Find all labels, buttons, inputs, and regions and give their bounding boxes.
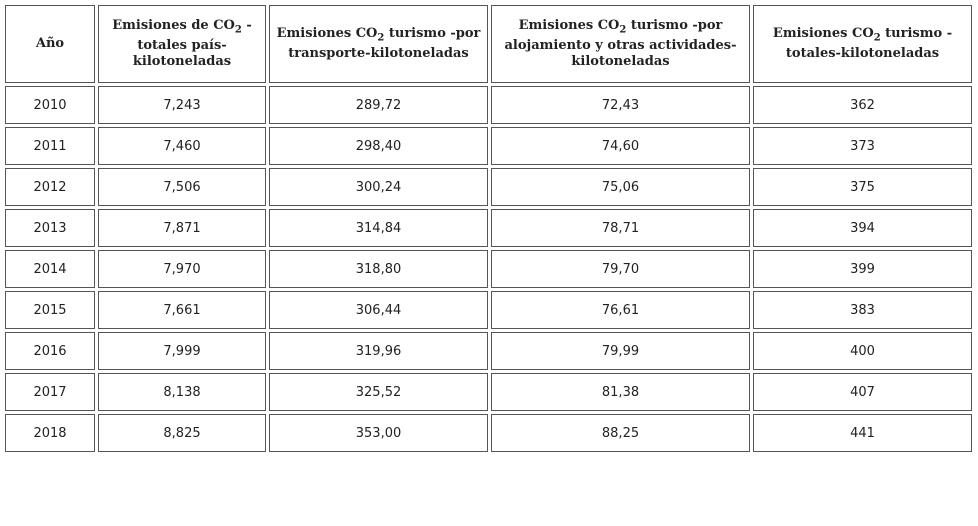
header-cell: Emisiones CO2 turismo -por transporte-ki… xyxy=(269,5,488,83)
table-cell: 79,99 xyxy=(491,332,750,370)
table-cell: 7,506 xyxy=(98,168,266,206)
table-cell: 8,138 xyxy=(98,373,266,411)
table-cell: 88,25 xyxy=(491,414,750,452)
table-cell: 78,71 xyxy=(491,209,750,247)
table-row: 2013 7,871 314,84 78,71 394 xyxy=(5,209,972,247)
header-text: 2 xyxy=(234,24,242,36)
table-cell: 2013 xyxy=(5,209,95,247)
table-cell: 289,72 xyxy=(269,86,488,124)
table-cell: 362 xyxy=(753,86,972,124)
table-cell: 2018 xyxy=(5,414,95,452)
header-text: 2 xyxy=(873,32,881,44)
table-row: 2018 8,825 353,00 88,25 441 xyxy=(5,414,972,452)
table-cell: 2015 xyxy=(5,291,95,329)
table-cell: 400 xyxy=(753,332,972,370)
header-text: Emisiones CO xyxy=(276,25,378,41)
table-cell: 300,24 xyxy=(269,168,488,206)
header-text: turismo -totales-kilotoneladas xyxy=(785,25,953,62)
header-text: turismo -por alojamiento y otras activid… xyxy=(504,17,737,70)
table-cell: 8,825 xyxy=(98,414,266,452)
header-text: Año xyxy=(35,36,65,51)
table-cell: 441 xyxy=(753,414,972,452)
header-cell: Emisiones de CO2 -totales país-kilotonel… xyxy=(98,5,266,83)
table-cell: 7,661 xyxy=(98,291,266,329)
table-cell: 81,38 xyxy=(491,373,750,411)
header-row: Año Emisiones de CO2 -totales país-kiloto… xyxy=(5,5,972,83)
header-text: 2 xyxy=(619,24,627,36)
table-cell: 318,80 xyxy=(269,250,488,288)
table-cell: 353,00 xyxy=(269,414,488,452)
table-cell: 76,61 xyxy=(491,291,750,329)
table-row: 2012 7,506 300,24 75,06 375 xyxy=(5,168,972,206)
header-cell: Emisiones CO2 turismo -totales-kilotonel… xyxy=(753,5,972,83)
table-cell: 7,460 xyxy=(98,127,266,165)
table-cell: 325,52 xyxy=(269,373,488,411)
table-cell: 375 xyxy=(753,168,972,206)
table-cell: 2017 xyxy=(5,373,95,411)
table-cell: 399 xyxy=(753,250,972,288)
table-cell: 2014 xyxy=(5,250,95,288)
table-cell: 319,96 xyxy=(269,332,488,370)
table-row: 2017 8,138 325,52 81,38 407 xyxy=(5,373,972,411)
table-cell: 2011 xyxy=(5,127,95,165)
table-cell: 373 xyxy=(753,127,972,165)
emissions-table: Año Emisiones de CO2 -totales país-kiloto… xyxy=(2,2,975,455)
table-row: 2015 7,661 306,44 76,61 383 xyxy=(5,291,972,329)
header-text: turismo -por transporte-kilotoneladas xyxy=(288,25,481,62)
header-text: 2 xyxy=(377,32,385,44)
table-cell: 7,243 xyxy=(98,86,266,124)
table-cell: 383 xyxy=(753,291,972,329)
header-cell: Año xyxy=(5,5,95,83)
table-cell: 2012 xyxy=(5,168,95,206)
table-row: 2014 7,970 318,80 79,70 399 xyxy=(5,250,972,288)
table-cell: 298,40 xyxy=(269,127,488,165)
table-cell: 306,44 xyxy=(269,291,488,329)
table-cell: 79,70 xyxy=(491,250,750,288)
table-row: 2011 7,460 298,40 74,60 373 xyxy=(5,127,972,165)
table-cell: 407 xyxy=(753,373,972,411)
header-text: Emisiones CO xyxy=(518,17,620,33)
table-cell: 7,871 xyxy=(98,209,266,247)
table-cell: 74,60 xyxy=(491,127,750,165)
table-cell: 394 xyxy=(753,209,972,247)
header-text: Emisiones de CO xyxy=(112,17,235,33)
header-cell: Emisiones CO2 turismo -por alojamiento y… xyxy=(491,5,750,83)
table-row: 2010 7,243 289,72 72,43 362 xyxy=(5,86,972,124)
table-cell: 75,06 xyxy=(491,168,750,206)
table-cell: 7,999 xyxy=(98,332,266,370)
table-cell: 7,970 xyxy=(98,250,266,288)
header-text: -totales país-kilotoneladas xyxy=(132,17,252,70)
header-text: Emisiones CO xyxy=(772,25,874,41)
table-cell: 72,43 xyxy=(491,86,750,124)
table-cell: 2010 xyxy=(5,86,95,124)
table-cell: 314,84 xyxy=(269,209,488,247)
table-cell: 2016 xyxy=(5,332,95,370)
table-row: 2016 7,999 319,96 79,99 400 xyxy=(5,332,972,370)
